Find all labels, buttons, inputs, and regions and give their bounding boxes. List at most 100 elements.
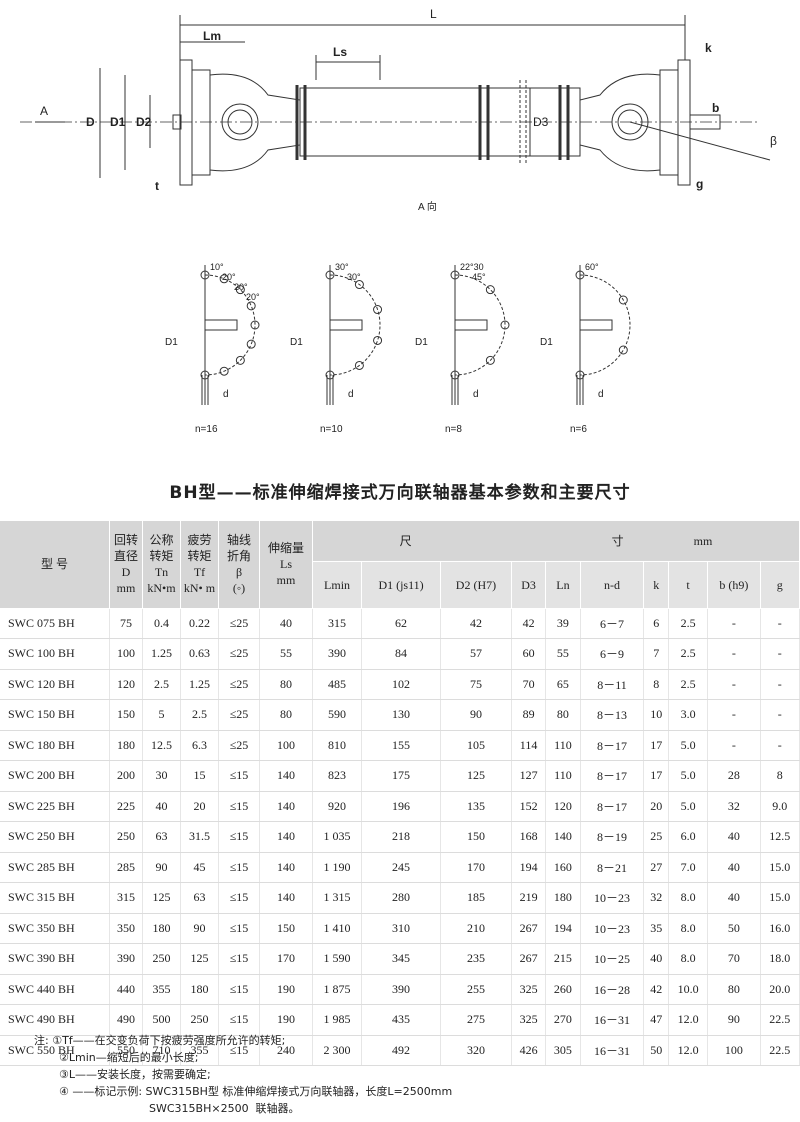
table-row: SWC 120 BH 120 2.5 1.25 ≤25 80 485 102 75 70 65 8－1…: [0, 669, 800, 700]
cell: 140: [259, 791, 313, 822]
cell: 260: [545, 974, 581, 1005]
cell: 426: [511, 1035, 547, 1066]
cell: 127: [511, 760, 547, 792]
cell: 1 035: [312, 821, 363, 853]
cell: SWC 180 BH: [0, 730, 110, 761]
cell: 2 300: [312, 1035, 363, 1066]
cell: 190: [259, 974, 313, 1005]
label-beta: β: [770, 134, 777, 148]
cell: ≤25: [218, 638, 260, 670]
cell: 350: [109, 913, 143, 944]
cell: 39: [545, 608, 581, 639]
coupling-drawing: L Lm Ls k A D D1 D2 D3 b β t g A 向 n=16 d…: [20, 7, 777, 435]
cell: 168: [511, 821, 547, 853]
table-row: SWC 390 BH 390 250 125 ≤15 170 1 590 345 235 267 2…: [0, 943, 800, 975]
cell: 114: [511, 730, 547, 761]
cell: 5.0: [668, 760, 709, 792]
table-row: SWC 150 BH 150 5 2.5 ≤25 80 590 130 90 89 80 8－13 10…: [0, 699, 800, 731]
cell: 16－31: [580, 1035, 645, 1066]
cell: SWC 200 BH: [0, 760, 110, 792]
cell: 0.22: [180, 608, 219, 639]
label-D1: D1: [540, 337, 553, 348]
cell: SWC 315 BH: [0, 882, 110, 914]
cell: 10.0: [668, 974, 709, 1005]
cell: 40: [643, 943, 669, 975]
cell: 130: [361, 699, 441, 731]
cell: -: [707, 669, 761, 700]
cell: 325: [511, 1004, 547, 1036]
cell: 8.0: [668, 913, 709, 944]
cell: 155: [361, 730, 441, 761]
cell: 16.0: [760, 913, 800, 944]
cell: 90: [707, 1004, 761, 1036]
label-Ls: Ls: [333, 45, 347, 59]
angle-label: 10°: [210, 262, 224, 272]
cell: 50: [643, 1035, 669, 1066]
cell: 8－13: [580, 699, 645, 731]
cell: 63: [142, 821, 181, 853]
cell: 16－28: [580, 974, 645, 1005]
angle-label: 30°: [347, 272, 361, 282]
cell: 150: [440, 821, 512, 853]
cell: ≤15: [218, 821, 260, 853]
label-D1: D1: [415, 337, 428, 348]
cell: 2.5: [142, 669, 181, 700]
cell: 12.5: [142, 730, 181, 761]
cell: 42: [511, 608, 547, 639]
note-5: SWC315BH×2500 联轴器。: [149, 1102, 300, 1115]
label-d: d: [598, 389, 604, 400]
cell: 22.5: [760, 1004, 800, 1036]
cell: 8: [643, 669, 669, 700]
cell: 120: [109, 669, 143, 700]
cell: 315: [109, 882, 143, 914]
cell: 8.0: [668, 943, 709, 975]
page-title: BH型——标准伸缩焊接式万向联轴器基本参数和主要尺寸: [169, 483, 631, 503]
cell: ≤25: [218, 669, 260, 700]
cell: 219: [511, 882, 547, 914]
cell: 125: [142, 882, 181, 914]
subheader-5: n-d: [580, 561, 645, 609]
cell: 20: [643, 791, 669, 822]
cell: 120: [545, 791, 581, 822]
cell: ≤15: [218, 943, 260, 975]
cell: 135: [440, 791, 512, 822]
cell: 100: [259, 730, 313, 761]
cell: 8－17: [580, 791, 645, 822]
cell: 710: [142, 1035, 181, 1066]
cell: SWC 120 BH: [0, 669, 110, 700]
cell: 175: [361, 760, 441, 792]
table-row: SWC 250 BH 250 63 31.5 ≤15 140 1 035 218 150 168 1…: [0, 821, 800, 853]
header-Tf: 疲劳 转矩 Tf kN• m: [180, 521, 219, 609]
cell: 10－23: [580, 913, 645, 944]
label-D1: D1: [290, 337, 303, 348]
cell: 240: [259, 1035, 313, 1066]
cell: 5.0: [668, 730, 709, 761]
cell: 920: [312, 791, 363, 822]
cell: 6－7: [580, 608, 645, 639]
label-D: D: [86, 115, 95, 129]
flange-diagram: [200, 265, 260, 405]
label-L: L: [430, 7, 437, 21]
cell: ≤15: [218, 1035, 260, 1066]
subheader-8: b (h9): [707, 561, 761, 609]
label-d: d: [223, 389, 229, 400]
table-row: SWC 100 BH 100 1.25 0.63 ≤25 55 390 84 57 60 55 6－9…: [0, 638, 800, 670]
cell: 170: [440, 852, 512, 883]
cell: 10－23: [580, 882, 645, 914]
table-row: SWC 225 BH 225 40 20 ≤15 140 920 196 135 152 120 8－…: [0, 791, 800, 822]
cell: 190: [259, 1004, 313, 1036]
subheader-3: D3: [511, 561, 547, 609]
cell: 0.4: [142, 608, 181, 639]
angle-label: 20°: [222, 272, 236, 282]
cell: 32: [643, 882, 669, 914]
flange-diagram: [575, 265, 631, 405]
cell: 140: [259, 852, 313, 883]
cell: 42: [440, 608, 512, 639]
cell: SWC 550 BH: [0, 1035, 110, 1066]
cell: 8－17: [580, 730, 645, 761]
cell: 6: [643, 608, 669, 639]
cell: 65: [545, 669, 581, 700]
cell: -: [707, 608, 761, 639]
cell: 1 410: [312, 913, 363, 944]
